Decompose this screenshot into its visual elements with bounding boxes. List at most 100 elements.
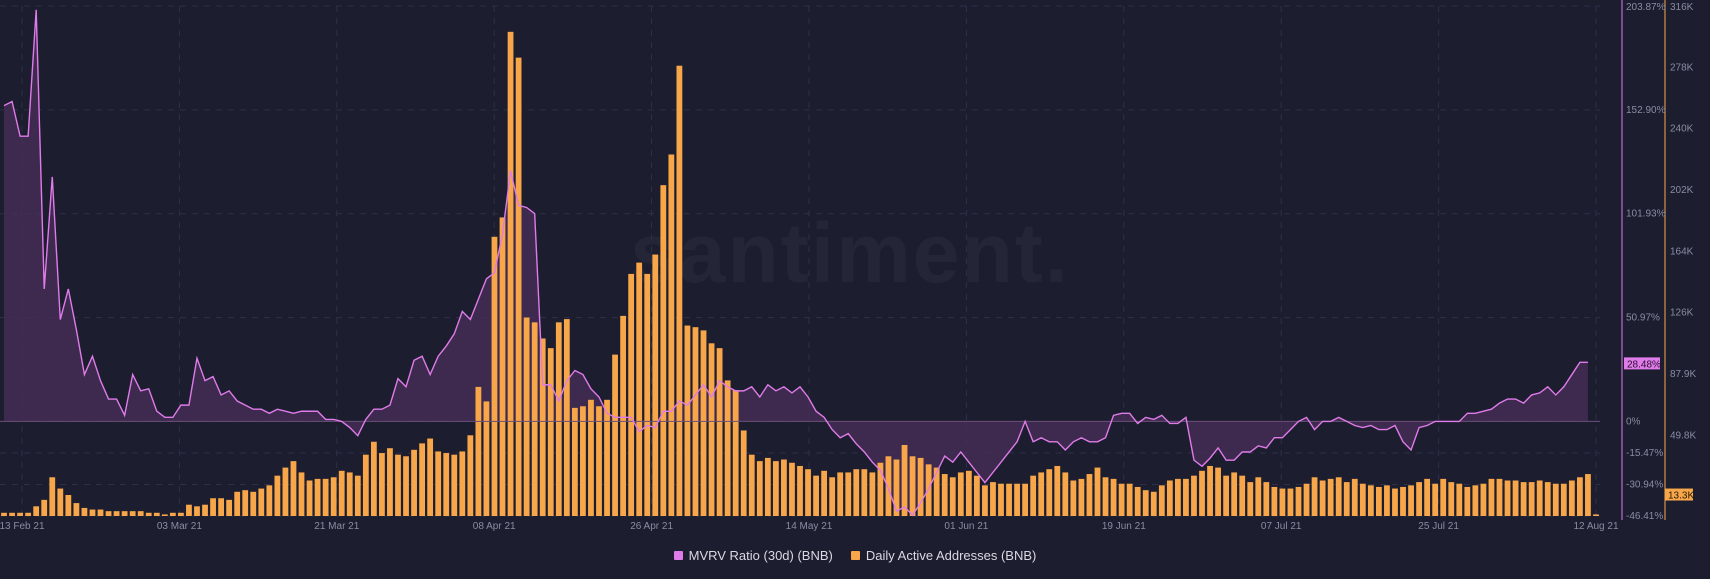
daa-bar <box>933 467 940 516</box>
daa-bar <box>290 461 297 516</box>
legend-item-mvrv[interactable]: MVRV Ratio (30d) (BNB) <box>673 548 833 563</box>
daa-bar <box>298 472 305 516</box>
daa-bar <box>877 462 884 516</box>
daa-bar <box>1062 472 1069 516</box>
daa-bar <box>1207 465 1213 516</box>
daa-bar <box>427 438 434 516</box>
daa-bar <box>1142 490 1149 516</box>
daa-bar <box>1343 482 1350 516</box>
daa-bar <box>965 470 972 516</box>
daa-bar <box>1247 482 1254 516</box>
daa-bar <box>499 217 506 516</box>
daa-bar <box>274 475 281 516</box>
daa-bar <box>1568 480 1575 516</box>
daa-bar <box>837 472 844 516</box>
daa-bar <box>1367 485 1374 516</box>
daa-bar <box>1134 486 1141 516</box>
daa-bar <box>81 507 88 516</box>
daa-bar <box>1560 483 1567 516</box>
daa-bar <box>97 509 104 516</box>
daa-bar <box>218 498 224 516</box>
daa-bar <box>507 31 514 516</box>
daa-bar <box>467 435 474 516</box>
daa-bar <box>161 514 168 516</box>
daa-bar <box>41 499 48 516</box>
daa-bar <box>1006 483 1012 516</box>
daa-bar <box>1038 472 1045 516</box>
daa-bar <box>1496 478 1503 516</box>
daa-bar <box>314 478 321 516</box>
daa-bar <box>57 488 64 516</box>
daa-bar <box>1319 480 1326 516</box>
daa-bar <box>652 254 659 516</box>
daa-bar <box>829 477 836 516</box>
daa-bar <box>1287 488 1294 516</box>
mvrv-current-badge <box>1624 357 1660 370</box>
daa-bar <box>234 491 241 516</box>
legend-item-daily-active-addresses[interactable]: Daily Active Addresses (BNB) <box>850 548 1036 563</box>
daa-bar <box>612 354 618 516</box>
daa-bar <box>588 399 594 516</box>
daa-bar <box>322 478 329 516</box>
daa-bar <box>419 443 426 516</box>
x-tick-label: 08 Apr 21 <box>473 521 516 532</box>
daa-bar <box>1424 478 1431 516</box>
daa-bar <box>1327 478 1334 516</box>
daa-bar <box>1118 483 1125 516</box>
daa-bar <box>459 451 466 516</box>
x-tick-label: 21 Mar 21 <box>314 521 359 532</box>
daa-bar <box>1046 469 1053 516</box>
daa-bar <box>145 512 152 516</box>
mvrv-tick-label: 203.87% <box>1626 2 1666 13</box>
daa-bar <box>475 386 482 516</box>
x-tick-label: 13 Feb 21 <box>0 521 45 532</box>
daa-bar <box>805 469 811 516</box>
daa-bar <box>491 236 498 516</box>
daa-bar <box>1512 480 1519 516</box>
daa-bar <box>89 509 96 516</box>
daa-bar <box>708 343 715 516</box>
daa-bar <box>362 454 369 516</box>
daa-bar <box>555 322 562 516</box>
mvrv-current-label: 28.48% <box>1627 359 1661 370</box>
daa-bar <box>1166 480 1173 516</box>
daa-tick-label: 126K <box>1670 308 1694 319</box>
daa-bar <box>1279 488 1286 516</box>
daa-bar <box>716 348 723 516</box>
daa-bar <box>644 273 651 516</box>
daa-bar <box>869 472 876 516</box>
daa-bar <box>258 488 265 516</box>
daa-bar <box>539 338 546 516</box>
daa-bar <box>740 430 747 516</box>
mvrv-area-fill <box>4 9 1588 516</box>
daa-bar <box>684 325 691 516</box>
daa-bar <box>1 512 7 516</box>
x-tick-label: 25 Jul 21 <box>1418 521 1459 532</box>
daa-bar <box>1480 483 1487 516</box>
daa-bar <box>700 330 707 516</box>
daa-bar <box>1585 474 1591 516</box>
daa-bar <box>1536 480 1543 516</box>
daa-bar <box>1070 480 1077 516</box>
x-tick-label: 07 Jul 21 <box>1261 521 1302 532</box>
daa-bar <box>1520 482 1527 516</box>
daa-bar <box>1174 478 1181 516</box>
daa-bar <box>25 512 32 516</box>
daa-bar <box>346 472 353 516</box>
daa-bar <box>33 506 40 516</box>
daa-bar <box>596 406 602 516</box>
daa-bar <box>1094 467 1101 516</box>
daa-bar <box>282 467 289 516</box>
daa-bar <box>1158 485 1165 516</box>
daa-bar <box>178 512 184 516</box>
daa-tick-label: 316K <box>1670 2 1694 13</box>
daa-bar <box>129 511 136 516</box>
daa-bar <box>1335 477 1342 516</box>
daa-bar <box>9 512 15 516</box>
daa-bar <box>1384 485 1390 516</box>
daa-bar <box>949 477 956 516</box>
daa-bar <box>1488 478 1495 516</box>
x-tick-label: 12 Aug 21 <box>1573 521 1618 532</box>
mvrv-tick-label: 50.97% <box>1626 313 1660 324</box>
mvrv-tick-label: 152.90% <box>1626 105 1666 116</box>
